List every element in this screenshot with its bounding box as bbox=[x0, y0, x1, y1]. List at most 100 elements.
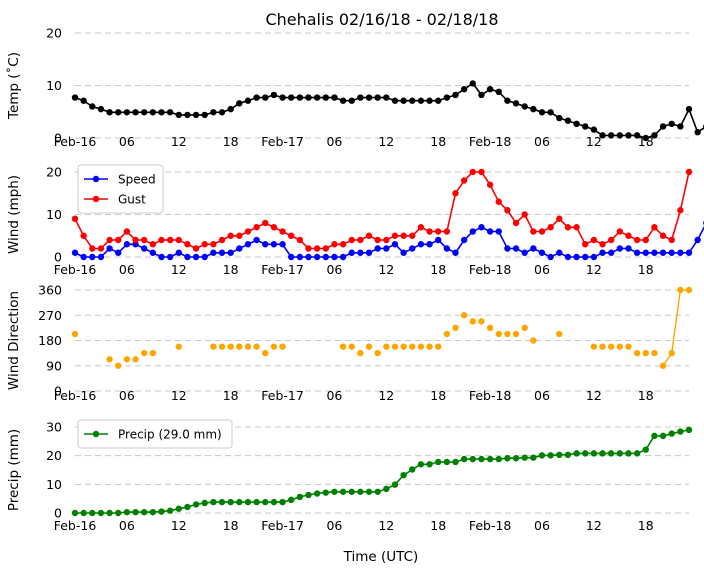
temp-point bbox=[486, 85, 494, 93]
x-tick-label: 06 bbox=[119, 388, 135, 403]
x-tick-label: 12 bbox=[378, 262, 394, 277]
direction-point bbox=[607, 343, 615, 350]
gust-point bbox=[158, 236, 165, 244]
speed-point bbox=[365, 249, 373, 256]
precip-29-0-mm-point bbox=[175, 505, 182, 512]
direction-point bbox=[642, 349, 649, 357]
precip-29-0-mm-point bbox=[339, 488, 347, 495]
gust-point bbox=[478, 168, 485, 176]
speed-point bbox=[348, 249, 355, 256]
direction-point bbox=[391, 343, 399, 350]
precip-29-0-mm-point bbox=[236, 498, 243, 506]
precip-29-0-mm-point bbox=[227, 498, 234, 506]
speed-point bbox=[192, 253, 200, 261]
x-tick-label: 12 bbox=[171, 134, 187, 149]
temp-point bbox=[426, 97, 433, 104]
gust-point bbox=[409, 232, 416, 239]
temp-point bbox=[192, 111, 200, 119]
speed-point bbox=[573, 253, 580, 261]
temp-point bbox=[132, 109, 139, 116]
x-tick-label: 12 bbox=[171, 518, 187, 533]
direction-point bbox=[71, 330, 79, 338]
speed-point bbox=[599, 249, 606, 256]
precip-29-0-mm-point bbox=[599, 450, 606, 457]
direction-point bbox=[530, 337, 537, 344]
x-tick-label: Feb-17 bbox=[261, 518, 304, 533]
direction-point bbox=[633, 349, 641, 357]
x-tick-label: 12 bbox=[586, 388, 602, 403]
temp-point bbox=[409, 97, 416, 104]
speed-point bbox=[123, 241, 131, 248]
precip-29-0-mm-point bbox=[365, 488, 373, 495]
speed-point bbox=[270, 241, 278, 248]
precip-29-0-mm-point bbox=[530, 454, 537, 461]
gust-point bbox=[556, 215, 563, 222]
speed-point bbox=[435, 236, 442, 244]
gust-point bbox=[322, 245, 329, 252]
direction-point bbox=[339, 343, 347, 350]
temp-point bbox=[659, 123, 667, 130]
temp-point bbox=[590, 126, 598, 133]
direction-point bbox=[262, 349, 269, 357]
speed-point bbox=[106, 245, 113, 252]
speed-point bbox=[616, 245, 624, 252]
gust-point bbox=[270, 224, 278, 231]
x-tick-label: 06 bbox=[534, 388, 550, 403]
speed-point bbox=[210, 249, 217, 256]
temp-point bbox=[201, 111, 208, 119]
gust-point bbox=[236, 232, 243, 239]
temp-point bbox=[564, 117, 572, 124]
speed-point bbox=[452, 249, 459, 256]
temp-point bbox=[348, 97, 355, 104]
gust-point bbox=[504, 207, 511, 214]
direction-point bbox=[106, 356, 113, 363]
y-axis-label: Temp (˚C) bbox=[5, 52, 22, 120]
speed-point bbox=[71, 249, 79, 256]
gust-point bbox=[590, 236, 598, 244]
temp-point bbox=[374, 94, 381, 101]
direction-point bbox=[357, 349, 364, 357]
temp-point bbox=[599, 132, 606, 139]
direction-point bbox=[270, 343, 278, 350]
gust-point bbox=[331, 241, 338, 248]
precip-29-0-mm-point bbox=[166, 507, 174, 514]
x-tick-label: 18 bbox=[223, 388, 239, 403]
gust-point bbox=[262, 219, 269, 227]
gust-point bbox=[296, 236, 304, 244]
speed-point bbox=[279, 241, 286, 248]
legend-label: Gust bbox=[118, 193, 146, 207]
y-tick-label: 0 bbox=[54, 506, 62, 521]
y-tick-label: 20 bbox=[46, 165, 62, 180]
x-tick-label: Feb-18 bbox=[469, 518, 512, 533]
direction-point bbox=[504, 330, 511, 338]
y-tick-label: 10 bbox=[46, 477, 62, 492]
precip-29-0-mm-point bbox=[158, 508, 165, 515]
y-tick-label: 0 bbox=[54, 131, 62, 146]
direction-point bbox=[417, 343, 425, 350]
temp-point bbox=[443, 94, 451, 101]
x-tick-label: Feb-16 bbox=[54, 262, 97, 277]
temp-point bbox=[469, 80, 477, 87]
speed-point bbox=[149, 249, 157, 256]
gust-point bbox=[486, 181, 494, 188]
x-tick-label: 12 bbox=[378, 518, 394, 533]
gust-point bbox=[97, 245, 105, 252]
panel-2: 0 10 20 Feb-16 06 12 18 Feb-17 06 12 18 Feb-18 06 12 1… bbox=[6, 164, 704, 277]
speed-point bbox=[296, 253, 304, 261]
speed-point bbox=[417, 241, 425, 248]
gust-point bbox=[616, 228, 624, 235]
temp-point bbox=[435, 97, 442, 104]
temp-point bbox=[331, 94, 338, 101]
gust-point bbox=[633, 236, 641, 244]
speed-point bbox=[339, 253, 347, 261]
temp-point bbox=[97, 105, 105, 113]
speed-point bbox=[184, 253, 191, 261]
speed-point bbox=[97, 253, 105, 261]
speed-point bbox=[685, 249, 693, 256]
direction-point bbox=[478, 318, 485, 325]
gust-point bbox=[357, 236, 364, 244]
gust-point bbox=[564, 224, 572, 231]
x-tick-label: Feb-18 bbox=[469, 388, 512, 403]
precip-29-0-mm-point bbox=[616, 450, 624, 457]
speed-point bbox=[538, 249, 546, 256]
